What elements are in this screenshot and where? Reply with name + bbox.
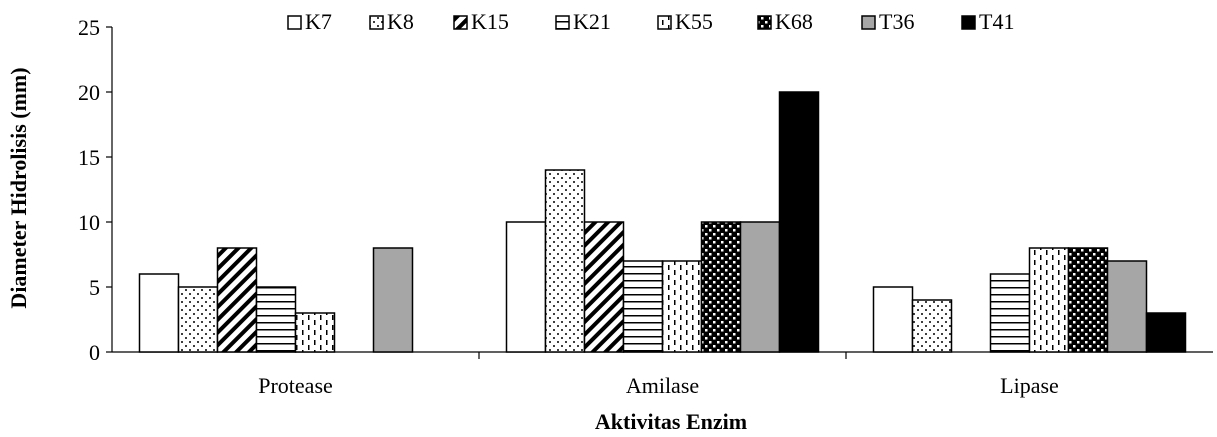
legend-swatch	[555, 15, 570, 30]
legend-swatch	[861, 15, 876, 30]
bar-t41-lipase	[1145, 312, 1187, 353]
category-label: Protease	[258, 373, 333, 398]
bar-k21-amilase	[622, 260, 664, 353]
x-axis: Protease Amilase Lipase	[112, 351, 1213, 398]
legend-swatch	[287, 15, 302, 30]
bar-k15-protease	[216, 247, 258, 353]
category-label: Amilase	[626, 373, 699, 398]
y-tick-label: 25	[78, 15, 100, 40]
bar-k68-lipase	[1067, 247, 1109, 353]
y-axis: 0 5 10 15 20 25	[78, 15, 113, 365]
legend-label: K7	[305, 9, 332, 34]
bar-k7-protease	[138, 273, 180, 353]
legend-item-k8: K8	[369, 9, 414, 34]
bar-k8-amilase	[544, 169, 586, 353]
bar-k7-lipase	[872, 286, 914, 353]
legend-label: T36	[879, 9, 914, 34]
bar-k7-amilase	[505, 221, 547, 353]
bar-t36-amilase	[739, 221, 781, 353]
bar-t36-protease	[372, 247, 414, 353]
bar-k8-protease	[177, 286, 219, 353]
legend-label: K8	[387, 9, 414, 34]
legend-label: K15	[471, 9, 509, 34]
x-axis-title: Aktivitas Enzim	[595, 409, 747, 434]
legend-swatch	[657, 15, 672, 30]
legend-item-k68: K68	[757, 9, 813, 34]
legend-label: K21	[573, 9, 611, 34]
y-tick-label: 10	[78, 210, 100, 235]
y-tick-label: 15	[78, 145, 100, 170]
bars	[138, 91, 1187, 353]
y-tick-label: 20	[78, 80, 100, 105]
bar-k21-lipase	[989, 273, 1031, 353]
legend-label: K68	[775, 9, 813, 34]
legend: K7 K8 K15 K21 K55 K68 T36 T41	[287, 9, 1014, 34]
bar-k55-protease	[294, 312, 336, 353]
y-axis-title: Diameter Hidrolisis (mm)	[6, 67, 31, 308]
legend-item-t41: T41	[961, 9, 1014, 34]
legend-swatch	[757, 15, 772, 30]
y-tick-label: 0	[89, 340, 100, 365]
legend-swatch	[369, 15, 384, 30]
bar-t36-lipase	[1106, 260, 1148, 353]
bar-t41-amilase	[778, 91, 820, 353]
y-tick-label: 5	[89, 275, 100, 300]
legend-item-t36: T36	[861, 9, 914, 34]
legend-swatch	[961, 15, 976, 30]
legend-swatch	[453, 15, 468, 30]
bar-k8-lipase	[911, 299, 953, 353]
legend-item-k21: K21	[555, 9, 611, 34]
bar-k55-amilase	[661, 260, 703, 353]
bar-k55-lipase	[1028, 247, 1070, 353]
legend-label: T41	[979, 9, 1014, 34]
legend-item-k55: K55	[657, 9, 713, 34]
category-label: Lipase	[1000, 373, 1059, 398]
legend-label: K55	[675, 9, 713, 34]
legend-item-k7: K7	[287, 9, 332, 34]
bar-k15-amilase	[583, 221, 625, 353]
bar-k68-amilase	[700, 221, 742, 353]
legend-item-k15: K15	[453, 9, 509, 34]
bar-k21-protease	[255, 286, 297, 353]
